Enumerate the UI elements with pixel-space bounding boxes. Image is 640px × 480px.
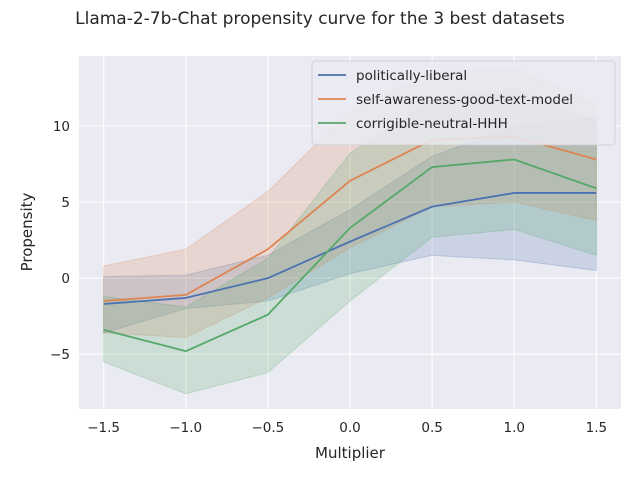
x-tick-label: 0.0: [339, 420, 360, 436]
y-tick-labels: −5 0 5 10: [50, 119, 70, 363]
y-tick-label: 0: [61, 271, 70, 287]
series-line: [103, 192, 597, 305]
x-tick-label: −1.5: [87, 420, 120, 436]
x-tick-label: 1.0: [504, 420, 525, 436]
confidence-band: [103, 116, 597, 334]
legend: politically-liberal self-awareness-good-t…: [311, 60, 616, 146]
x-tick-label: 1.5: [586, 420, 607, 436]
x-axis-label: Multiplier: [315, 444, 386, 462]
y-axis-label: Propensity: [18, 192, 36, 271]
series-line: [103, 158, 597, 353]
legend-box: [311, 60, 616, 146]
legend-label: self-awareness-good-text-model: [356, 92, 573, 108]
x-tick-label: 0.5: [421, 420, 442, 436]
x-tick-label: −0.5: [251, 420, 284, 436]
y-tick-label: 10: [53, 119, 70, 135]
chart-title: Llama-2-7b-Chat propensity curve for the…: [75, 9, 565, 29]
y-tick-label: 5: [61, 195, 70, 211]
y-tick-label: −5: [50, 347, 70, 363]
legend-label: politically-liberal: [356, 68, 467, 84]
x-tick-label: −1.0: [169, 420, 202, 436]
legend-label: corrigible-neutral-HHH: [356, 116, 508, 132]
x-tick-labels: −1.5 −1.0 −0.5 0.0 0.5 1.0 1.5: [87, 420, 607, 436]
